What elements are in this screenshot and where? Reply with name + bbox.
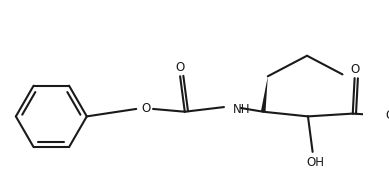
Polygon shape	[261, 76, 268, 112]
Text: OH: OH	[307, 156, 324, 169]
Text: O: O	[141, 102, 150, 115]
Text: NH: NH	[233, 103, 251, 116]
Text: O: O	[175, 61, 185, 74]
Text: O: O	[350, 63, 359, 76]
Text: O: O	[385, 109, 389, 122]
